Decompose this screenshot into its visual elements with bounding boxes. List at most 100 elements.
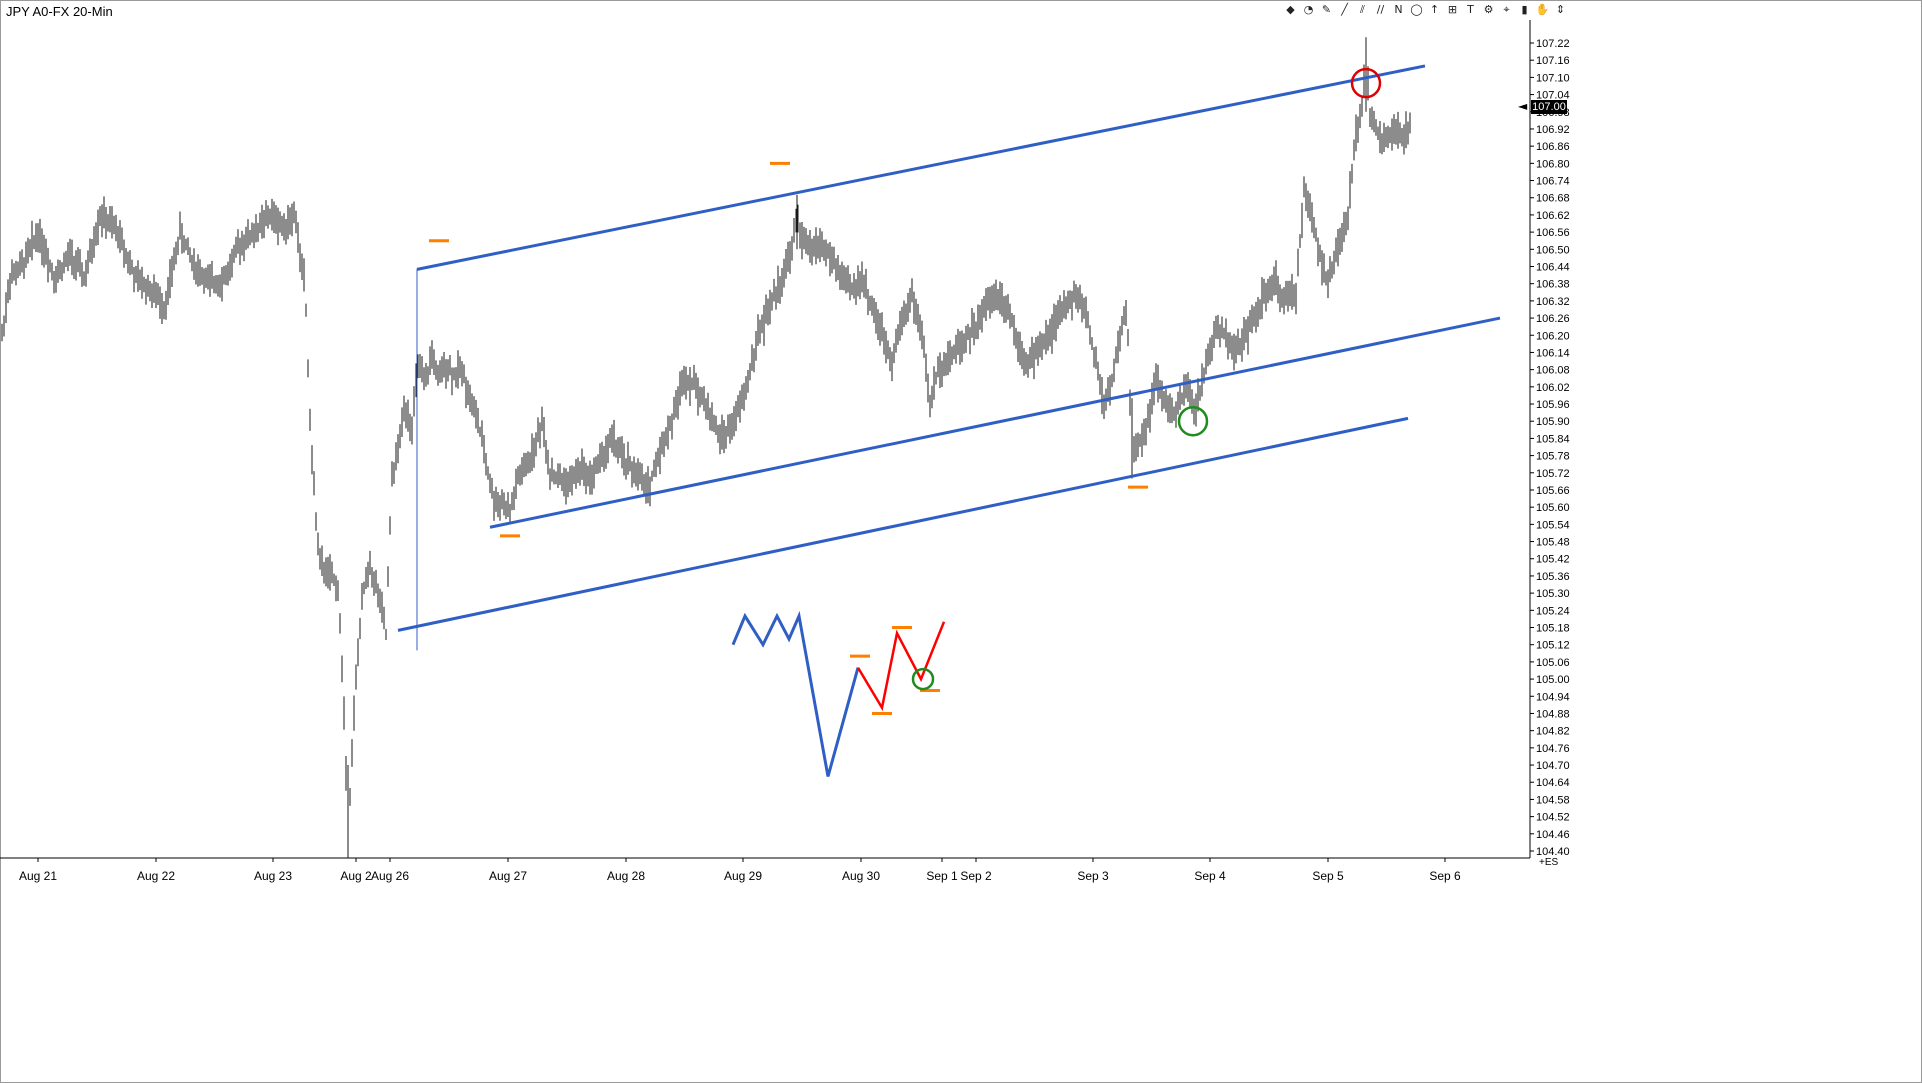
chart-title: JPY A0-FX 20-Min bbox=[6, 4, 113, 19]
andrews-n-icon[interactable]: N bbox=[1394, 3, 1403, 16]
x-tick-label: Sep 3 bbox=[1077, 869, 1109, 883]
y-tick-label: 104.40 bbox=[1536, 846, 1570, 858]
y-tick-label: 105.60 bbox=[1536, 502, 1570, 514]
y-tick-label: 104.58 bbox=[1536, 794, 1570, 806]
y-tick-label: 106.38 bbox=[1536, 279, 1570, 291]
y-tick-label: 106.14 bbox=[1536, 347, 1570, 359]
y-tick-label: 107.04 bbox=[1536, 90, 1570, 102]
corner-label-text: +ES bbox=[1539, 857, 1559, 868]
y-tick-label: 105.12 bbox=[1536, 640, 1570, 652]
x-tick-label: Sep 1 bbox=[926, 869, 958, 883]
y-tick-label: 105.42 bbox=[1536, 554, 1570, 566]
y-tick-label: 105.30 bbox=[1536, 588, 1570, 600]
y-tick-label: 104.88 bbox=[1536, 708, 1570, 720]
chart-bars-icon[interactable]: ▮ bbox=[1521, 3, 1528, 16]
settings-icon[interactable]: ⚙ bbox=[1483, 3, 1494, 16]
y-tick-label: 105.06 bbox=[1536, 657, 1570, 669]
circle-icon[interactable]: ◯ bbox=[1410, 3, 1423, 16]
palette-icon[interactable]: ◆ bbox=[1286, 3, 1295, 16]
y-tick-label: 106.44 bbox=[1536, 261, 1570, 273]
y-tick-label: 106.80 bbox=[1536, 158, 1570, 170]
highlight-circle bbox=[911, 667, 935, 691]
y-tick-label: 106.02 bbox=[1536, 382, 1570, 394]
red-zigzag-line bbox=[856, 621, 946, 712]
y-tick-label: 104.94 bbox=[1536, 691, 1570, 703]
crosshair-icon[interactable]: ⌖ bbox=[1503, 2, 1510, 16]
y-axis-ticks: 107.22107.16107.10107.04106.98106.92106.… bbox=[1530, 38, 1570, 858]
y-tick-label: 105.78 bbox=[1536, 451, 1570, 463]
y-tick-label: 107.16 bbox=[1536, 55, 1570, 67]
x-tick-label: Sep 2 bbox=[960, 869, 992, 883]
hand-icon[interactable]: ✋ bbox=[1535, 3, 1550, 16]
x-tick-label: Aug 26 bbox=[371, 869, 409, 883]
x-tick-label: Aug 29 bbox=[724, 869, 762, 883]
y-tick-label: 105.36 bbox=[1536, 571, 1570, 583]
x-tick-label: Aug 21 bbox=[19, 869, 57, 883]
y-tick-label: 105.54 bbox=[1536, 519, 1570, 531]
y-tick-label: 104.46 bbox=[1536, 829, 1570, 841]
trend-lines bbox=[397, 64, 1501, 651]
y-tick-label: 106.32 bbox=[1536, 296, 1570, 308]
highlight-circles bbox=[911, 67, 1382, 691]
y-tick-label: 106.86 bbox=[1536, 141, 1570, 153]
chart-toolbar: ◆ ◔ ✎ ╱ ⫽ // N ◯ ↑ ⊞ T ⚙ ⌖ ▮ ✋ ⇕ bbox=[1283, 2, 1568, 20]
y-tick-label: 104.76 bbox=[1536, 743, 1570, 755]
x-tick-label: Aug 28 bbox=[607, 869, 645, 883]
y-tick-label: 107.22 bbox=[1536, 38, 1570, 50]
y-tick-label: 106.68 bbox=[1536, 193, 1570, 205]
y-tick-label: 106.08 bbox=[1536, 365, 1570, 377]
y-tick-label: 106.50 bbox=[1536, 244, 1570, 256]
y-tick-label: 104.52 bbox=[1536, 812, 1570, 824]
x-axis-ticks: Aug 21 Aug 22 Aug 23 Aug 2 Aug 26 Aug 27 Aug 2… bbox=[19, 858, 1461, 883]
last-price-label: 107.00 bbox=[1531, 100, 1567, 114]
y-tick-label: 105.96 bbox=[1536, 399, 1570, 411]
draw-line-icon[interactable]: ✎ bbox=[1321, 3, 1332, 16]
channel-icon[interactable]: ⫽ bbox=[1360, 2, 1365, 16]
text-icon[interactable]: T bbox=[1467, 3, 1474, 16]
highlight-circle bbox=[1350, 67, 1382, 99]
last-price-pointer: ◄ bbox=[1518, 99, 1528, 113]
y-tick-label: 104.82 bbox=[1536, 726, 1570, 738]
pattern-zigzag bbox=[731, 610, 946, 777]
x-tick-label: Aug 23 bbox=[254, 869, 292, 883]
y-tick-label: 107.10 bbox=[1536, 72, 1570, 84]
x-tick-label: Aug 22 bbox=[137, 869, 175, 883]
y-tick-label: 105.18 bbox=[1536, 623, 1570, 635]
x-tick-label: Aug 27 bbox=[489, 869, 527, 883]
blue-zigzag-line bbox=[731, 610, 860, 777]
arrow-up-icon[interactable]: ↑ bbox=[1429, 3, 1440, 16]
fibonacci-icon[interactable]: ⊞ bbox=[1447, 3, 1458, 16]
y-tick-label: 105.72 bbox=[1536, 468, 1570, 480]
y-tick-label: 104.64 bbox=[1536, 777, 1570, 789]
y-tick-label: 105.90 bbox=[1536, 416, 1570, 428]
y-tick-label: 106.20 bbox=[1536, 330, 1570, 342]
y-tick-label: 105.24 bbox=[1536, 605, 1570, 617]
y-tick-label: 105.48 bbox=[1536, 537, 1570, 549]
arrows-icon[interactable]: ⇕ bbox=[1555, 3, 1566, 16]
highlight-circle bbox=[1177, 405, 1209, 437]
x-tick-label: Sep 4 bbox=[1194, 869, 1226, 883]
corner-label: +ES bbox=[1539, 857, 1558, 868]
channel-lower-line bbox=[397, 416, 1409, 632]
trendline-icon[interactable]: ╱ bbox=[1341, 3, 1348, 16]
y-tick-label: 106.56 bbox=[1536, 227, 1570, 239]
x-tick-label: Aug 30 bbox=[842, 869, 880, 883]
x-tick-label: Sep 5 bbox=[1312, 869, 1344, 883]
channel-middle-line bbox=[489, 316, 1501, 529]
y-tick-label: 106.26 bbox=[1536, 313, 1570, 325]
y-tick-label: 104.70 bbox=[1536, 760, 1570, 772]
y-tick-label: 106.74 bbox=[1536, 176, 1570, 188]
y-tick-label: 106.62 bbox=[1536, 210, 1570, 222]
y-tick-label: 105.66 bbox=[1536, 485, 1570, 497]
y-tick-label: 105.00 bbox=[1536, 674, 1570, 686]
y-tick-label: 106.92 bbox=[1536, 124, 1570, 136]
clock-icon[interactable]: ◔ bbox=[1303, 3, 1314, 16]
x-tick-label: Sep 6 bbox=[1429, 869, 1461, 883]
parallel-lines-icon[interactable]: // bbox=[1376, 3, 1385, 16]
price-bars bbox=[1, 37, 1411, 859]
channel-upper-line bbox=[416, 64, 1426, 271]
x-tick-label: Aug 2 bbox=[340, 869, 372, 883]
y-tick-label: 105.84 bbox=[1536, 433, 1570, 445]
